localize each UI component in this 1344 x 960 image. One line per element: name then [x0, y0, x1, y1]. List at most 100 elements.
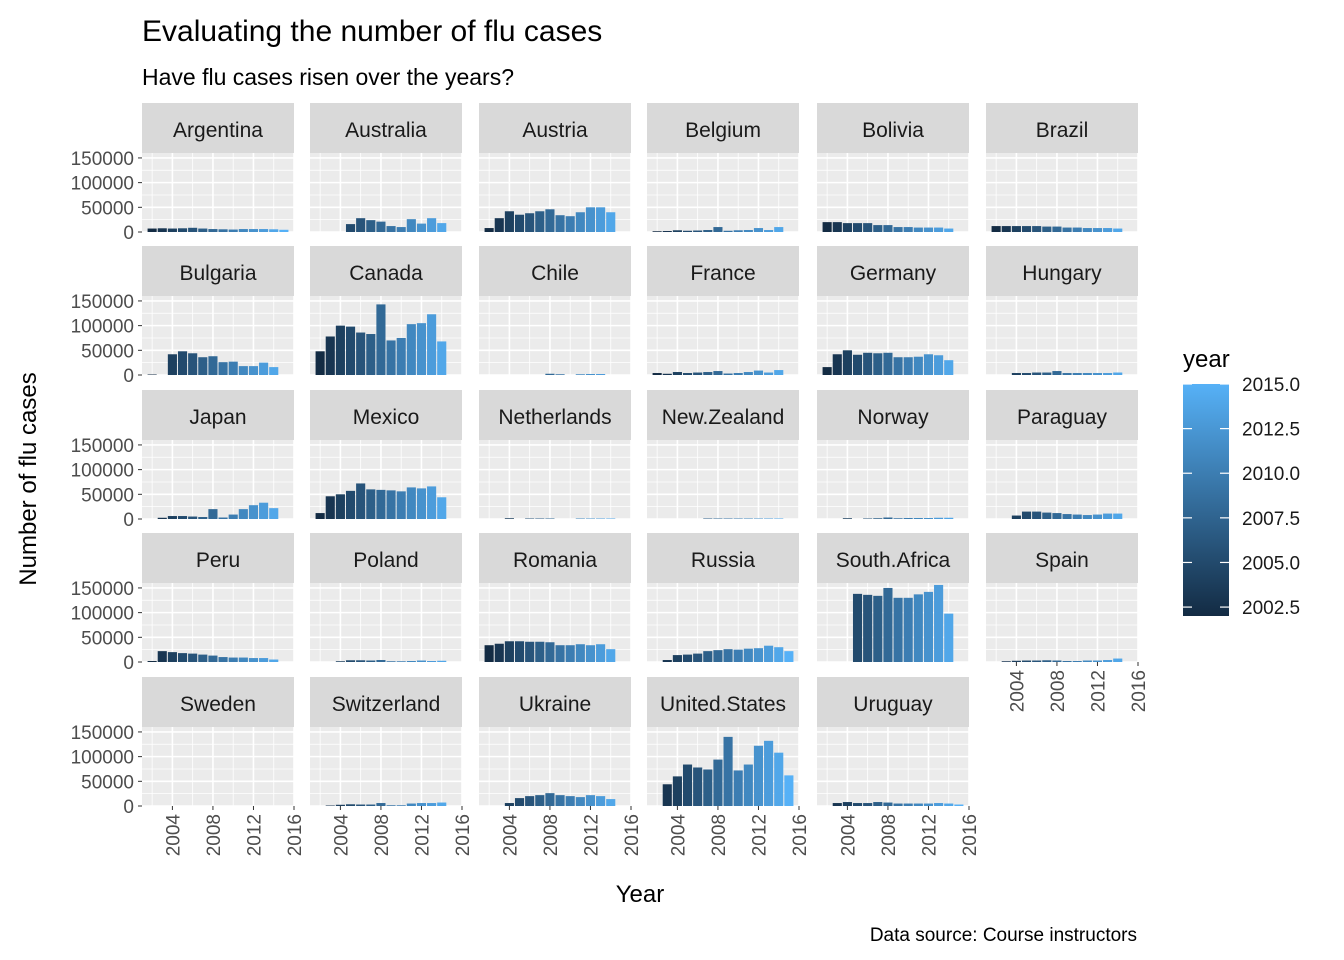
- bar: [396, 491, 406, 519]
- bar: [682, 373, 693, 375]
- bar: [356, 804, 366, 806]
- bar: [177, 351, 188, 375]
- bar: [903, 597, 913, 662]
- facet-label: Austria: [522, 119, 588, 142]
- panel-background: [986, 153, 1138, 232]
- bar: [863, 594, 873, 662]
- facet-chile: Chile: [479, 246, 632, 376]
- bar: [1052, 226, 1062, 232]
- bar: [416, 488, 427, 519]
- bar: [764, 230, 774, 232]
- bar: [1082, 515, 1092, 519]
- bar: [1072, 227, 1082, 232]
- bar: [743, 764, 753, 806]
- bar: [345, 326, 356, 375]
- bar: [565, 796, 575, 806]
- panel-background: [817, 153, 969, 232]
- bar: [682, 654, 693, 662]
- y-tick-label: 0: [123, 223, 134, 244]
- bar: [427, 486, 437, 519]
- bar: [484, 228, 494, 232]
- bar: [1052, 513, 1062, 519]
- x-tick-label: 2012: [412, 814, 433, 856]
- bar: [1052, 371, 1062, 375]
- bar: [218, 362, 228, 375]
- bar: [1103, 513, 1113, 519]
- facet-label: Argentina: [173, 119, 263, 142]
- facet-strip: [479, 677, 631, 727]
- bar: [198, 228, 208, 232]
- bar: [682, 764, 693, 806]
- bar: [693, 230, 703, 232]
- facet-label: Bolivia: [862, 119, 924, 142]
- panel-background: [142, 296, 294, 375]
- bar: [652, 373, 662, 375]
- bar: [325, 496, 335, 519]
- bar: [345, 490, 356, 519]
- panel-background: [479, 296, 631, 375]
- bar: [366, 220, 376, 232]
- x-tick-label: 2008: [1048, 670, 1069, 712]
- bar: [903, 518, 913, 519]
- facet-panels: Argentina 0 50000 100000 150000 Australia Aust…: [71, 103, 1150, 856]
- panel-background: [817, 727, 969, 806]
- facet-label: New.Zealand: [662, 406, 785, 429]
- bar: [279, 229, 289, 232]
- bar: [893, 597, 903, 662]
- facet-strip: [986, 390, 1138, 440]
- bar: [484, 645, 494, 662]
- bar: [248, 658, 259, 662]
- bar: [228, 657, 238, 662]
- x-axis-title: Year: [616, 881, 665, 908]
- bar: [863, 223, 873, 232]
- y-tick-label: 100000: [71, 317, 134, 338]
- facet-label: Australia: [345, 119, 427, 142]
- bar: [1113, 372, 1123, 375]
- panel-background: [647, 727, 799, 806]
- facet-south-africa: South.Africa: [817, 533, 970, 663]
- bar: [842, 223, 852, 232]
- bar: [784, 651, 794, 662]
- bar: [525, 796, 535, 806]
- panel-background: [986, 296, 1138, 375]
- bar: [1082, 660, 1092, 662]
- panel-background: [817, 296, 969, 375]
- bar: [585, 374, 596, 375]
- bar: [345, 804, 356, 806]
- panel-background: [817, 583, 969, 662]
- facet-strip: [817, 390, 969, 440]
- facet-label: South.Africa: [836, 549, 951, 572]
- bar: [545, 642, 555, 662]
- bar: [1062, 514, 1072, 519]
- facet-belgium: Belgium: [647, 103, 800, 233]
- bar: [873, 225, 883, 232]
- bar: [376, 803, 386, 806]
- bar: [743, 648, 753, 662]
- bar: [903, 803, 913, 806]
- bar: [883, 802, 893, 806]
- facet-strip: [310, 246, 462, 296]
- facet-label: Bulgaria: [179, 262, 256, 285]
- bar: [923, 591, 934, 662]
- bar: [934, 355, 944, 375]
- bar: [525, 213, 535, 232]
- bar: [682, 230, 693, 232]
- chart-title: Evaluating the number of flu cases: [142, 15, 602, 48]
- x-tick-label: 2012: [244, 814, 265, 856]
- facet-poland: Poland: [310, 533, 463, 663]
- bar: [269, 659, 279, 662]
- bar: [238, 366, 248, 375]
- panel-background: [986, 440, 1138, 519]
- bar: [832, 803, 842, 806]
- y-tick-label: 0: [123, 510, 134, 531]
- panel-background: [310, 727, 462, 806]
- bar: [1103, 660, 1113, 662]
- bar: [596, 374, 606, 375]
- facet-label: France: [690, 262, 755, 285]
- chart-subtitle: Have flu cases risen over the years?: [142, 64, 514, 90]
- bar: [157, 228, 167, 232]
- bar: [672, 372, 682, 375]
- facet-strip: [142, 246, 294, 296]
- bar: [1113, 228, 1123, 232]
- bar: [1021, 511, 1032, 519]
